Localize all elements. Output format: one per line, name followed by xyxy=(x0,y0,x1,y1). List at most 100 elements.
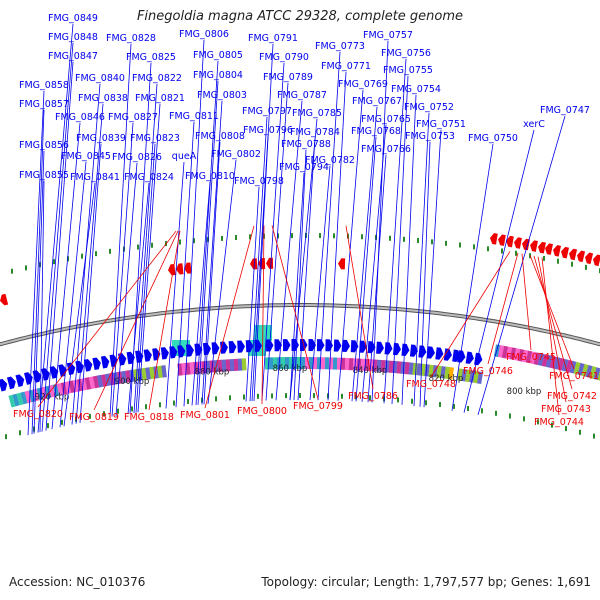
gene-label-forward: FMG_0768 xyxy=(351,126,401,137)
feature-box xyxy=(56,383,64,396)
accession-text: Accession: NC_010376 xyxy=(9,575,146,589)
gene-label-forward: FMG_0845 xyxy=(61,151,111,162)
leader-line xyxy=(251,135,269,402)
gc-tick xyxy=(5,434,7,440)
leader-line xyxy=(275,100,303,401)
forward-gene-arrow xyxy=(228,340,237,354)
gc-tick xyxy=(229,395,231,401)
gene-label-forward: FMG_0826 xyxy=(112,152,162,163)
forward-gene-arrow xyxy=(316,339,325,352)
gene-label-forward: FMG_0773 xyxy=(315,41,365,52)
leader-line xyxy=(533,255,573,390)
feature-box xyxy=(280,357,286,370)
axis-tick-label: 920 kbp xyxy=(35,392,70,402)
gc-tick xyxy=(11,268,13,274)
gc-tick xyxy=(131,406,133,412)
gc-tick xyxy=(579,429,581,435)
reverse-gene-arrow xyxy=(506,235,514,248)
feature-box xyxy=(565,359,573,373)
forward-gene-arrow xyxy=(143,349,152,362)
reverse-gene-arrow xyxy=(514,237,522,249)
feature-box xyxy=(272,357,278,370)
leader-line xyxy=(261,225,265,405)
feature-box xyxy=(340,357,346,370)
feature-box xyxy=(332,357,338,370)
feature-box xyxy=(537,353,545,366)
gc-tick xyxy=(319,233,321,239)
feature-box xyxy=(428,364,434,377)
forward-gene-arrow xyxy=(333,339,342,352)
gene-label-forward: FMG_0798 xyxy=(234,176,284,187)
gene-label-forward: FMG_0804 xyxy=(193,70,243,81)
forward-gene-arrow xyxy=(376,341,384,354)
reverse-strand-genes xyxy=(0,233,600,306)
gene-label-forward: FMG_0756 xyxy=(381,48,431,59)
feature-box xyxy=(8,394,16,408)
feature-box xyxy=(517,348,525,362)
gene-label-forward: FMG_0805 xyxy=(193,50,243,61)
gene-label-forward: FMG_0847 xyxy=(48,51,98,62)
leader-line xyxy=(253,43,274,402)
gc-tick xyxy=(95,251,97,257)
backbone-highlight xyxy=(0,304,600,346)
leader-line xyxy=(127,182,150,414)
gc-tick xyxy=(537,419,539,425)
genome-stats-text: Topology: circular; Length: 1,797,577 bp… xyxy=(261,575,591,589)
forward-gene-arrow xyxy=(409,344,418,357)
forward-gene-arrow xyxy=(282,339,291,352)
gc-tick xyxy=(551,422,553,428)
leader-line xyxy=(463,129,535,413)
forward-gene-arrow xyxy=(435,347,444,360)
feature-box xyxy=(457,368,464,381)
feature-box xyxy=(80,377,88,391)
forward-gene-arrow xyxy=(211,342,220,355)
feature-box xyxy=(40,386,48,400)
forward-gene-arrow xyxy=(384,342,393,355)
gc-tick xyxy=(425,400,427,406)
forward-gene-arrow xyxy=(100,355,110,369)
leader-line xyxy=(289,118,318,401)
leader-line xyxy=(183,39,205,407)
gc-tick xyxy=(145,404,147,410)
gene-label-forward: FMG_0782 xyxy=(305,155,355,166)
leader-line xyxy=(367,154,387,403)
feature-box xyxy=(100,374,108,387)
reverse-gene-arrow xyxy=(490,233,498,245)
feature-box xyxy=(181,362,187,376)
gene-label-forward: FMG_0825 xyxy=(126,52,176,63)
leader-line xyxy=(451,143,494,411)
feature-box xyxy=(585,365,593,378)
feature-box xyxy=(149,366,155,380)
reverse-gene-arrow xyxy=(585,252,594,265)
reverse-gene-arrow xyxy=(593,254,600,267)
gene-label-forward: FMG_0753 xyxy=(405,131,455,142)
gene-label-forward: FMG_0750 xyxy=(468,133,518,144)
gc-tick xyxy=(467,406,469,412)
feature-box xyxy=(189,362,195,375)
gc-tick xyxy=(445,240,447,246)
leader-line xyxy=(371,40,389,403)
axis-tick-label: 800 kbp xyxy=(507,387,542,397)
leader-line xyxy=(337,89,364,401)
feature-box xyxy=(388,360,394,373)
gene-label-forward: FMG_0803 xyxy=(197,90,247,101)
feature-box xyxy=(300,357,306,370)
leader-line xyxy=(111,122,134,417)
reverse-label-leaders xyxy=(37,225,575,416)
leader-line xyxy=(293,149,307,401)
gene-label-forward: FMG_0824 xyxy=(124,172,174,183)
reverse-gene-arrow xyxy=(266,257,274,269)
feature-box xyxy=(141,367,148,381)
gc-tick xyxy=(417,237,419,243)
feature-box xyxy=(436,365,442,378)
forward-gene-arrow xyxy=(0,378,8,392)
feature-box xyxy=(68,380,76,394)
gene-label-forward: FMG_0846 xyxy=(55,112,105,123)
gc-tick xyxy=(333,233,335,239)
forward-gene-labels: FMG_0849 FMG_0848 FMG_0847 FMG_0858 FMG_0857… xyxy=(19,13,590,187)
leader-line xyxy=(51,122,81,430)
leader-line xyxy=(175,121,195,408)
gc-tick xyxy=(487,246,489,252)
leader-line xyxy=(135,143,156,413)
gene-label-forward: FMG_0790 xyxy=(259,52,309,63)
